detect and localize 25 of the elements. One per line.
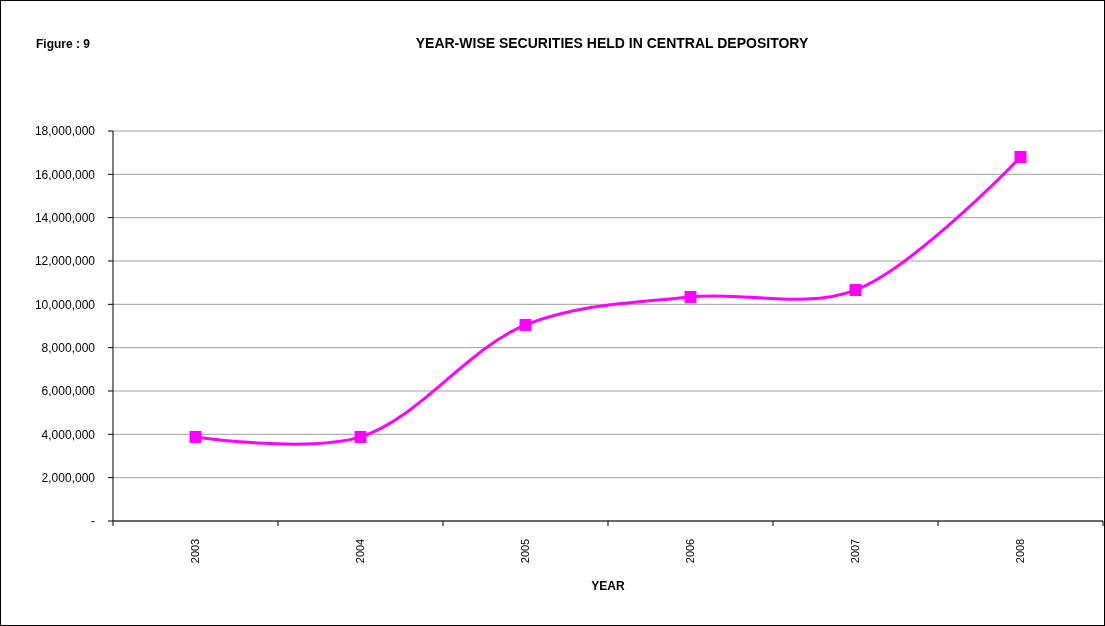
x-tick-label: 2008 — [1014, 538, 1027, 564]
y-tick-label: 2,000,000 — [41, 470, 96, 485]
y-tick-label: 16,000,000 — [34, 167, 96, 182]
y-tick-label: - — [91, 514, 95, 529]
point — [849, 284, 862, 297]
y-tick-label: 12,000,000 — [34, 254, 96, 269]
y-tick-label: 4,000,000 — [41, 427, 96, 442]
text: Figure : 9 — [36, 37, 91, 51]
point — [1014, 151, 1027, 163]
point — [684, 290, 697, 303]
x-axis-title: YEAR — [591, 579, 625, 593]
x-tick-label: 2005 — [519, 538, 532, 564]
y-tick-label: 14,000,000 — [34, 210, 96, 225]
y-tick-label: 10,000,000 — [34, 297, 96, 312]
chart-title: YEAR-WISE SECURITIES HELD IN CENTRAL DEPOSITORY — [415, 35, 809, 51]
x-tick-label: 2007 — [849, 538, 862, 564]
point — [189, 430, 202, 443]
x-tick-label: 2004 — [354, 538, 367, 564]
y-tick-label: 6,000,000 — [41, 384, 96, 399]
y-tick-label: 18,000,000 — [34, 124, 96, 139]
point — [354, 430, 367, 443]
x-tick-label: 2003 — [189, 538, 202, 564]
point — [519, 318, 532, 331]
y-tick-label: 8,000,000 — [41, 340, 96, 355]
x-tick-label: 2006 — [684, 538, 697, 564]
